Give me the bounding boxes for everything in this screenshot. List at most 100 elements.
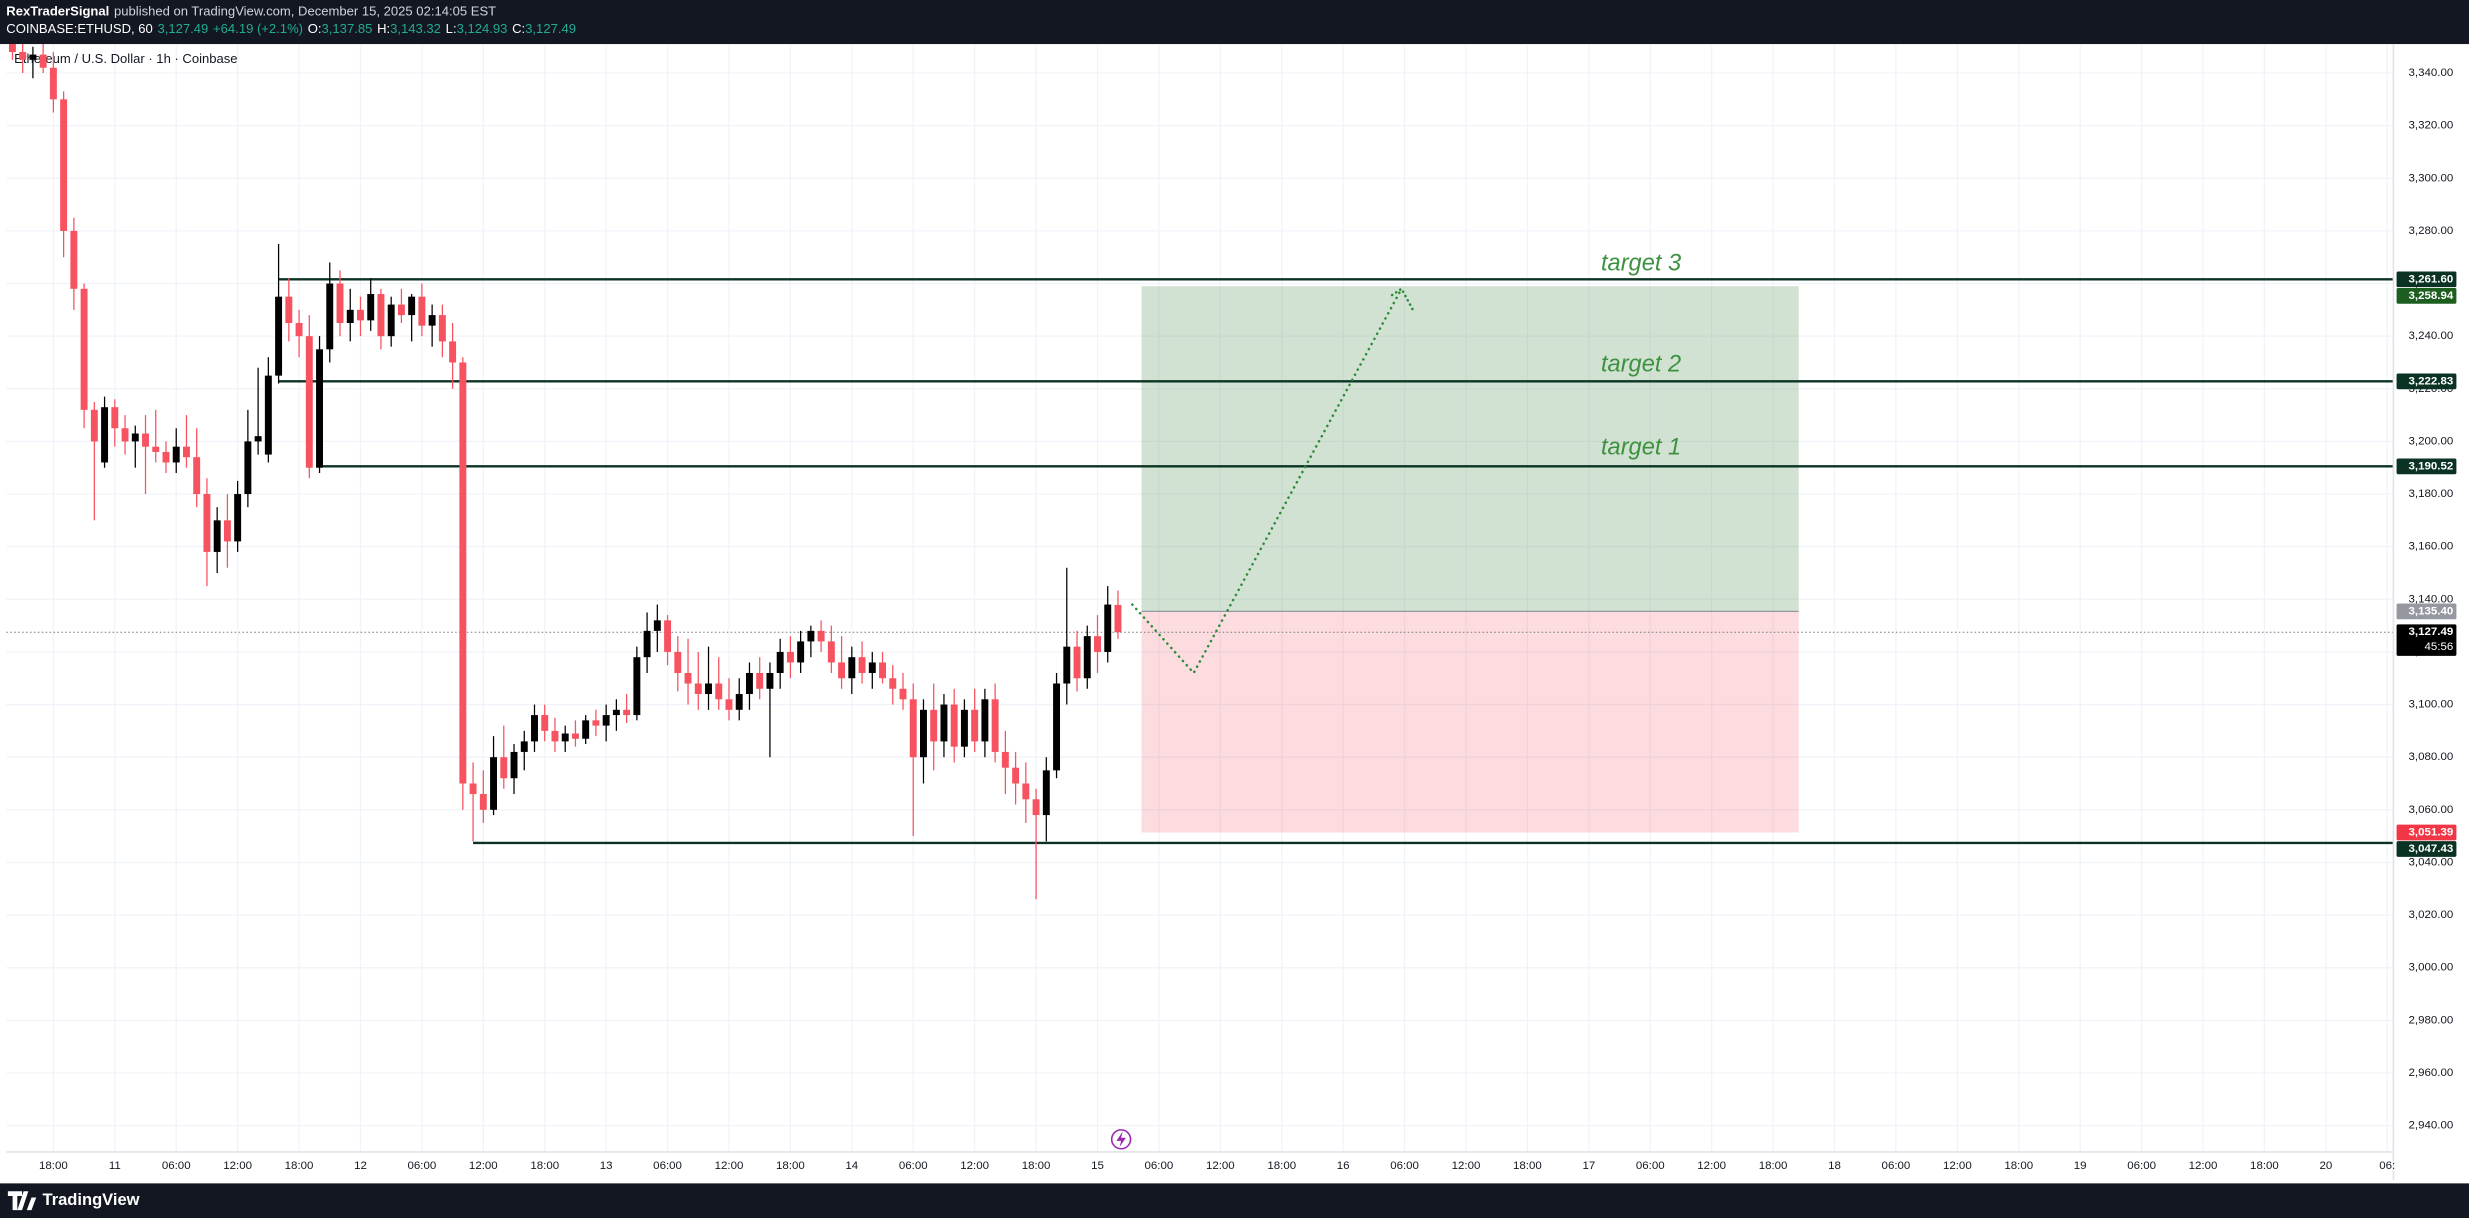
candle-body (172, 446, 180, 463)
price-tag (2396, 624, 2457, 656)
price-tag (2396, 603, 2457, 620)
candle-body (531, 715, 538, 742)
y-tick-label: 3,280.00 (2409, 225, 2454, 237)
x-tick-label: 12:00 (715, 1160, 744, 1172)
candle-body (490, 757, 498, 810)
candle-body (275, 296, 283, 376)
x-tick-label: 12:00 (2189, 1160, 2218, 1172)
candle-body (397, 304, 405, 316)
candle-body (1073, 646, 1081, 679)
candle-body (797, 641, 805, 663)
x-tick-label: 11 (109, 1160, 121, 1172)
candle-body (428, 315, 436, 326)
x-tick-label: 20 (2319, 1160, 2332, 1172)
brand: TradingView (43, 1190, 140, 1209)
candle-body (500, 757, 508, 779)
candle-body (8, 44, 16, 52)
candle-body (756, 672, 764, 689)
price-tag-label: 3,261.60 (2409, 273, 2454, 285)
candle-body (408, 296, 416, 316)
x-tick-label: 12:00 (1697, 1160, 1726, 1172)
candle-body (838, 662, 846, 679)
candle-body (336, 283, 344, 323)
candle-body (1042, 770, 1050, 816)
candle-body (541, 715, 549, 731)
candle-body (60, 99, 68, 231)
top-bar (0, 0, 2469, 45)
candle-body (479, 794, 487, 810)
countdown: 45:56 (2424, 641, 2453, 653)
candle-body (684, 672, 692, 684)
x-tick-label: 12:00 (223, 1160, 252, 1172)
y-tick-label: 3,040.00 (2409, 856, 2454, 868)
candle-body (817, 630, 825, 642)
candle-body (1114, 604, 1122, 633)
chart-title: Ethereum / U.S. Dollar · 1h · Coinbase (14, 51, 237, 66)
candle-body (643, 630, 651, 658)
symbol-line: COINBASE:ETHUSD, 60 3,127.49 +64.19 (+2.1%… (6, 21, 576, 36)
candle-body (111, 407, 119, 429)
x-tick-label: 06:00 (899, 1160, 928, 1172)
x-tick-label: 18:00 (1513, 1160, 1542, 1172)
candle-body (694, 683, 702, 695)
candle-body (254, 436, 262, 442)
y-tick-label: 3,080.00 (2409, 751, 2454, 763)
annotation: target 3 (1601, 251, 1681, 277)
y-tick-label: 3,060.00 (2409, 804, 2454, 816)
x-tick-label: 18:00 (2250, 1160, 2279, 1172)
snapshot-icon (1110, 1129, 1132, 1150)
candle-body (1032, 799, 1040, 816)
x-tick-label: 17 (1582, 1160, 1595, 1172)
x-tick-label: 18:00 (1022, 1160, 1051, 1172)
x-tick-label: 18:00 (1759, 1160, 1788, 1172)
candle-body (377, 294, 385, 337)
candle-body (971, 709, 979, 742)
candle-body (142, 433, 149, 447)
annotation: target 1 (1601, 435, 1681, 461)
y-tick-label: 3,160.00 (2409, 541, 2454, 553)
candle-body (582, 720, 590, 739)
x-tick-label: 06:00 (1145, 1160, 1174, 1172)
x-tick-label: 06: (2379, 1160, 2395, 1172)
candle-body (449, 341, 457, 363)
candle-body (182, 446, 190, 458)
candle-body (592, 720, 600, 726)
candle-body (889, 678, 897, 689)
candle-body (715, 683, 723, 700)
candle-body (418, 296, 426, 326)
candle-body (868, 662, 876, 673)
x-tick-label: 14 (845, 1160, 858, 1172)
ohlc-value: 3,143.32 (390, 21, 441, 36)
ohlc-value: 3,127.49 (525, 21, 576, 36)
change: +64.19 (+2.1%) (213, 21, 303, 36)
candle-body (1022, 783, 1030, 800)
candle-body (858, 657, 866, 673)
candle-body (367, 294, 375, 321)
x-tick-label: 19 (2074, 1160, 2087, 1172)
x-tick-label: 06:00 (1882, 1160, 1911, 1172)
candle-body (827, 641, 835, 663)
candle-body (623, 709, 631, 716)
candle-body (387, 304, 395, 337)
x-tick-label: 06:00 (408, 1160, 437, 1172)
x-tick-label: 18:00 (776, 1160, 805, 1172)
x-tick-label: 12:00 (1452, 1160, 1481, 1172)
candle-body (295, 322, 303, 337)
price: 3,127.49 (158, 21, 209, 36)
y-tick-label: 3,240.00 (2409, 330, 2454, 342)
x-tick-label: 06:00 (162, 1160, 191, 1172)
y-tick-label: 3,020.00 (2409, 909, 2454, 921)
candle-body (70, 230, 78, 289)
projection-path (1131, 287, 1403, 676)
candle-body (745, 672, 753, 695)
price-tag-label: 3,190.52 (2409, 460, 2454, 472)
candle-body (285, 296, 293, 323)
candle-body (960, 709, 968, 747)
candle-body (786, 651, 794, 663)
candle-body (899, 688, 907, 700)
candle-body (1053, 683, 1061, 771)
candle-body (213, 520, 221, 552)
ohlc-label: O: (308, 21, 322, 36)
candle-body (19, 51, 27, 60)
candle-body (162, 451, 170, 463)
